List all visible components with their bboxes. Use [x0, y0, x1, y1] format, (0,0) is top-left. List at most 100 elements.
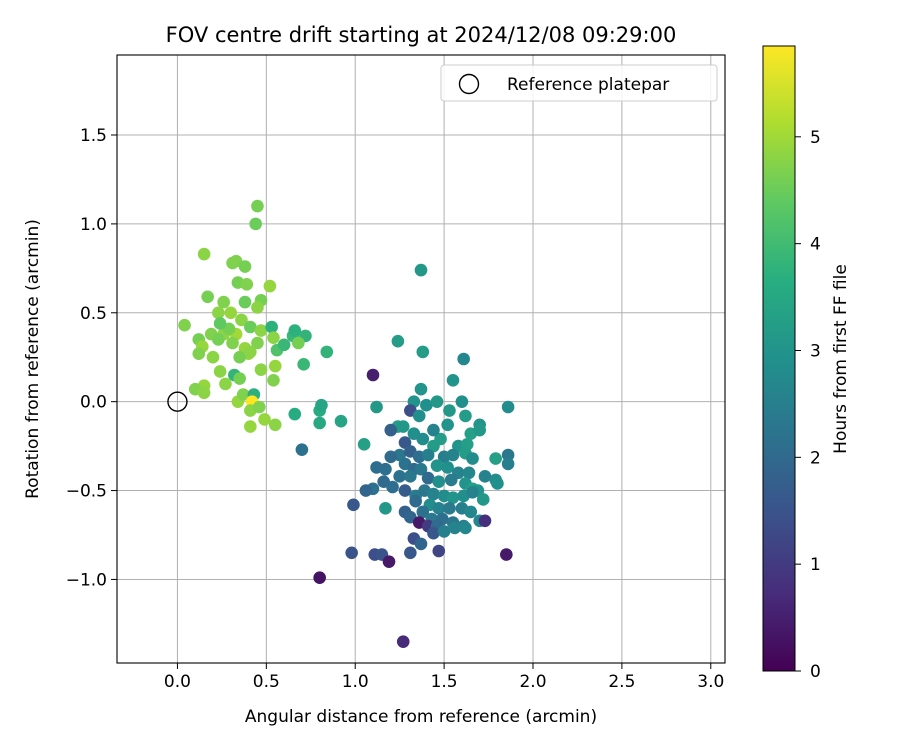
colorbar-tick-label: 4	[810, 235, 821, 255]
data-point	[489, 452, 502, 465]
data-point	[217, 295, 230, 309]
data-point	[414, 382, 428, 396]
data-point	[459, 409, 472, 423]
data-point	[226, 336, 239, 350]
data-point	[379, 462, 392, 476]
data-point	[288, 407, 302, 421]
data-point	[386, 480, 399, 494]
data-point	[238, 260, 252, 273]
data-point	[201, 290, 214, 304]
x-axis-label: Angular distance from reference (arcmin)	[245, 707, 597, 727]
data-point	[478, 470, 492, 483]
data-point	[178, 318, 191, 332]
data-point	[212, 333, 225, 346]
data-point	[446, 448, 460, 462]
data-point	[277, 338, 291, 352]
y-tick-label: 1.0	[80, 215, 107, 235]
colorbar-tick-label: 3	[810, 341, 821, 361]
data-point	[382, 555, 396, 568]
data-point	[396, 420, 410, 433]
data-point	[251, 199, 264, 213]
data-point	[249, 217, 262, 231]
data-point	[235, 313, 248, 327]
y-tick-label: −0.5	[66, 482, 107, 502]
data-point	[432, 544, 446, 558]
data-point	[251, 301, 264, 314]
data-point	[416, 345, 430, 359]
data-point	[457, 352, 470, 366]
plot-frame	[116, 54, 726, 664]
data-point	[334, 414, 348, 428]
data-point	[236, 388, 250, 401]
data-point	[267, 374, 280, 387]
data-point	[414, 462, 428, 476]
data-point	[441, 461, 454, 474]
data-point	[244, 420, 257, 433]
data-point	[267, 331, 280, 344]
data-point	[224, 306, 238, 320]
data-point	[197, 247, 211, 261]
data-point	[238, 295, 252, 309]
data-point	[501, 400, 515, 414]
data-point	[462, 466, 476, 480]
data-point	[265, 320, 278, 334]
legend: Reference platepar	[440, 64, 718, 102]
x-tick-label: 1.0	[342, 672, 369, 692]
data-point	[437, 525, 451, 538]
data-point	[427, 526, 440, 540]
data-point	[366, 368, 380, 382]
data-point	[244, 320, 257, 334]
data-point	[313, 571, 326, 584]
colorbar: 0 1 2 3 4 5 Hours from first FF file	[762, 45, 851, 682]
x-tick-label: 0.0	[164, 672, 191, 692]
y-tick-label: 0.5	[80, 304, 107, 324]
data-point	[252, 400, 266, 414]
y-tick-label: −1.0	[66, 570, 107, 590]
data-point	[409, 494, 422, 508]
legend-box	[440, 64, 718, 102]
data-point	[268, 359, 282, 373]
y-tick-label: 1.5	[80, 126, 107, 146]
x-tick-label: 0.5	[253, 672, 280, 692]
data-point	[500, 548, 513, 561]
data-point	[420, 398, 433, 412]
data-point	[197, 386, 211, 400]
colorbar-label: Hours from first FF file	[831, 264, 851, 454]
data-point	[414, 263, 428, 277]
colorbar-tick-label: 0	[810, 662, 821, 682]
reference-marker	[167, 391, 188, 412]
data-point	[384, 423, 398, 437]
data-point	[396, 635, 410, 648]
data-point	[466, 452, 479, 465]
data-point	[244, 345, 257, 359]
data-point	[432, 475, 446, 488]
data-point	[254, 324, 268, 337]
colorbar-ticks: 0 1 2 3 4 5	[795, 128, 821, 682]
data-point	[443, 404, 456, 417]
data-point	[412, 409, 426, 423]
data-point	[441, 418, 454, 432]
data-point	[313, 416, 326, 430]
data-point	[476, 493, 490, 506]
data-point	[206, 350, 220, 364]
data-point	[443, 502, 456, 515]
data-point	[295, 443, 309, 456]
data-point	[320, 345, 334, 359]
data-point	[501, 457, 515, 471]
colorbar-tick-label: 1	[810, 555, 821, 575]
data-point	[219, 377, 232, 391]
data-point	[370, 400, 383, 414]
data-point	[464, 505, 478, 519]
data-point	[448, 521, 462, 535]
y-axis-ticks: −1.0 −0.5 0.0 0.5 1.0 1.5	[66, 126, 117, 590]
colorbar-gradient	[762, 45, 796, 672]
data-point	[430, 459, 444, 472]
data-point	[192, 347, 206, 360]
data-point	[297, 358, 310, 371]
chart-title: FOV centre drift starting at 2024/12/08 …	[166, 23, 677, 47]
data-point	[398, 484, 412, 497]
y-axis-label: Rotation from reference (arcmin)	[23, 219, 43, 499]
x-axis-ticks: 0.0 0.5 1.0 1.5 2.0 2.5 3.0	[164, 663, 724, 692]
data-point	[491, 477, 504, 490]
